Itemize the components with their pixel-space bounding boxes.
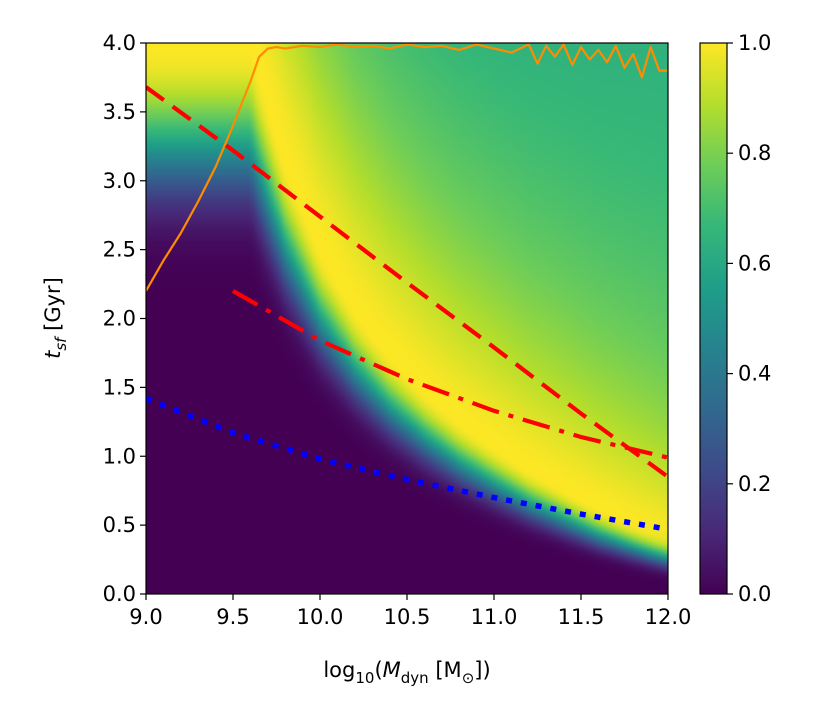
y-tick-label: 2.0 — [103, 307, 136, 331]
y-tick-label: 0.5 — [103, 513, 136, 537]
colorbar-tick-label: 0.0 — [738, 582, 771, 606]
x-axis: 9.0 9.5 10.0 10.5 11.0 11.5 12.0 — [129, 594, 691, 629]
colorbar-tick-label: 0.4 — [738, 362, 771, 386]
colorbar-tick-label: 1.0 — [738, 31, 771, 55]
y-tick-label: 3.0 — [103, 169, 136, 193]
colorbar-tick-label: 0.8 — [738, 141, 771, 165]
figure: 9.0 9.5 10.0 10.5 11.0 11.5 12.0 0.0 0.5 1.0 1.5 2… — [0, 0, 830, 727]
colorbar-tick-label: 0.6 — [738, 251, 771, 275]
heatmap-image — [146, 43, 668, 594]
x-tick-label: 10.0 — [297, 605, 344, 629]
x-tick-label: 11.5 — [558, 605, 605, 629]
x-tick-label: 10.5 — [384, 605, 431, 629]
y-axis-title: tsf [Gyr] — [41, 277, 70, 359]
x-axis-title: log10(Mdyn [M⊙]) — [323, 658, 490, 687]
y-tick-label: 0.0 — [103, 582, 136, 606]
y-tick-label: 3.5 — [103, 100, 136, 124]
x-tick-label: 9.0 — [129, 605, 162, 629]
x-tick-label: 11.0 — [471, 605, 518, 629]
y-tick-label: 1.5 — [103, 375, 136, 399]
colorbar-axis: 0.0 0.2 0.4 0.6 0.8 1.0 — [727, 31, 771, 606]
colorbar-tick-label: 0.2 — [738, 472, 771, 496]
x-tick-label: 9.5 — [216, 605, 249, 629]
y-axis: 0.0 0.5 1.0 1.5 2.0 2.5 3.0 3.5 4.0 — [103, 31, 146, 606]
y-tick-label: 1.0 — [103, 444, 136, 468]
x-tick-label: 12.0 — [645, 605, 692, 629]
y-tick-label: 2.5 — [103, 238, 136, 262]
y-tick-label: 4.0 — [103, 31, 136, 55]
colorbar — [700, 43, 727, 594]
